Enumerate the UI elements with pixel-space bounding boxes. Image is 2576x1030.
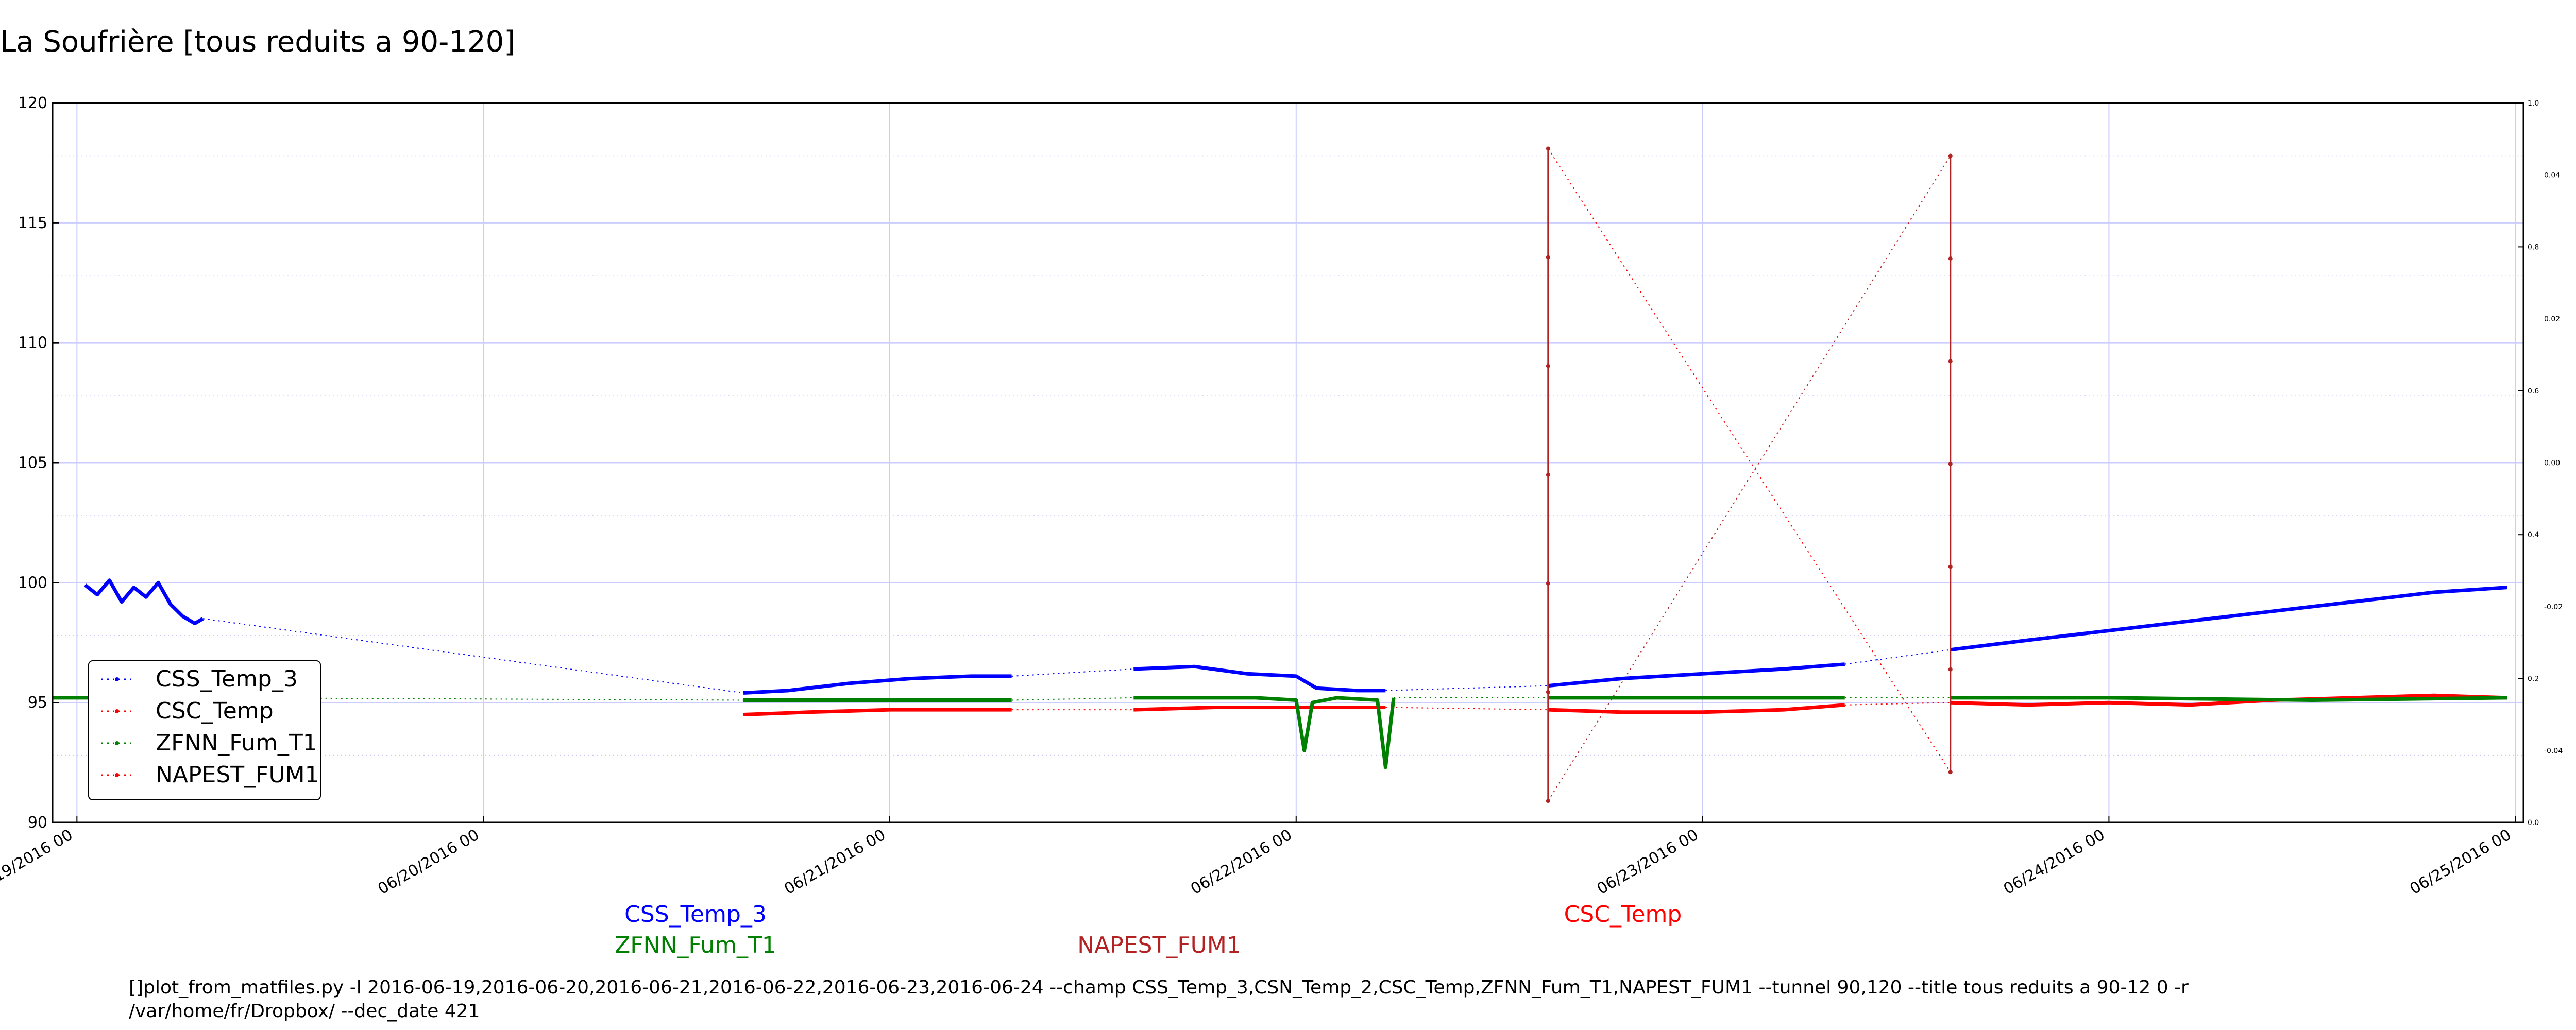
series-point — [1546, 364, 1550, 368]
legend-marker — [115, 677, 119, 681]
series-point — [1546, 146, 1550, 151]
x-tick-label: 06/24/2016 00 — [2001, 826, 2108, 899]
right-tick-label: 0.4 — [2528, 531, 2539, 539]
series-line-css-temp-3 — [1133, 664, 1386, 693]
gap-connector — [207, 697, 743, 701]
right-tick-label: 0.8 — [2528, 243, 2539, 251]
series-point — [1546, 690, 1550, 694]
series-point — [1546, 255, 1550, 260]
y-axis: 90 95 100 105 110 115 120 — [18, 94, 59, 832]
series-line-css-temp-3 — [83, 578, 204, 625]
series-labels: CSS_Temp_3 CSC_Temp ZFNN_Fum_T1 NAPEST_FUM1 — [615, 901, 1682, 958]
gap-connector — [1844, 702, 1951, 706]
gap-connector — [202, 618, 744, 694]
y-tick-label: 115 — [18, 214, 47, 232]
right-tick-label: 1.0 — [2528, 99, 2539, 108]
series-line-csc-temp — [1548, 703, 1845, 714]
right-inner-tick-label: 0.02 — [2544, 315, 2560, 323]
right-axis: 0.0 0.2 0.4 0.6 0.8 1.0 -0.04 -0.02 0.00 0.02 0.04 — [2518, 99, 2563, 827]
series-line-css-temp-3 — [1950, 586, 2507, 652]
grid — [53, 102, 2523, 823]
right-tick-label: 0.6 — [2528, 387, 2539, 396]
series-line-zfnn-fum-t1 — [1133, 696, 1396, 769]
series-name-label: NAPEST_FUM1 — [1077, 932, 1241, 958]
series-point — [1948, 770, 1953, 775]
x-tick-label: 06/20/2016 00 — [375, 826, 483, 899]
y-tick-label: 95 — [28, 694, 47, 712]
series-point — [1948, 359, 1953, 364]
gap-connectors — [202, 148, 1951, 801]
series-point — [1546, 581, 1550, 586]
gap-connector — [1385, 707, 1548, 711]
gap-connector — [1548, 148, 1951, 772]
series-line-csc-temp — [743, 708, 1012, 716]
gap-connector — [1385, 685, 1548, 691]
series-layer — [53, 146, 2507, 803]
right-inner-tick-label: 0.00 — [2544, 459, 2560, 468]
series-line-css-temp-3 — [1548, 662, 1845, 688]
gap-connector — [1011, 697, 1134, 701]
series-name-label: CSC_Temp — [1564, 901, 1682, 928]
y-tick-label: 110 — [18, 334, 47, 352]
right-tick-label: 0.2 — [2528, 675, 2539, 683]
right-inner-tick-label: 0.04 — [2544, 171, 2560, 180]
x-axis: 06/19/2016 00 06/20/2016 00 06/21/2016 00 0… — [0, 816, 2516, 899]
legend-label: CSS_Temp_3 — [156, 666, 298, 692]
legend-box — [88, 660, 321, 800]
x-tick-label: 06/21/2016 00 — [781, 826, 889, 899]
series-name-label: ZFNN_Fum_T1 — [615, 932, 776, 958]
legend-label: ZFNN_Fum_T1 — [156, 730, 317, 756]
series-point — [1948, 667, 1953, 672]
y-tick-label: 100 — [18, 574, 47, 592]
series-point — [1948, 461, 1953, 466]
legend-marker — [115, 773, 119, 777]
series-point — [1948, 564, 1953, 569]
legend-marker — [115, 709, 119, 713]
x-tick-label: 06/19/2016 00 — [0, 826, 76, 899]
legend-label: CSC_Temp — [156, 698, 274, 724]
legend-label: NAPEST_FUM1 — [156, 762, 319, 788]
series-point — [1546, 799, 1550, 803]
series-line-csc-temp — [1950, 693, 2507, 707]
y-tick-label: 90 — [28, 814, 47, 832]
y-tick-label: 120 — [18, 94, 47, 112]
series-line-zfnn-fum-t1 — [1950, 696, 2507, 702]
right-inner-tick-label: -0.02 — [2544, 603, 2563, 611]
series-point — [1948, 153, 1953, 158]
series-line-css-temp-3 — [743, 674, 1012, 695]
legend-marker — [115, 741, 119, 745]
chart-title: La Soufrière [tous reduits a 90-120] — [0, 25, 515, 59]
series-name-label: CSS_Temp_3 — [624, 901, 767, 928]
legend: CSS_Temp_3 CSC_Temp ZFNN_Fum_T1 NAPEST_FUM1 — [88, 660, 321, 800]
series-line-csc-temp — [1133, 706, 1386, 712]
series-point — [1948, 256, 1953, 261]
x-tick-label: 06/23/2016 00 — [1594, 826, 1702, 899]
gap-connector — [1844, 649, 1951, 665]
gap-connector — [1547, 155, 1951, 801]
right-tick-label: 0.0 — [2528, 819, 2539, 827]
series-point — [1546, 472, 1550, 477]
right-inner-tick-label: -0.04 — [2544, 747, 2563, 755]
y-tick-label: 105 — [18, 454, 47, 472]
command-line-text: []plot_from_matfiles.py -l 2016-06-19,20… — [129, 977, 2189, 1022]
gap-connector — [1011, 668, 1134, 677]
x-tick-label: 06/25/2016 00 — [2407, 826, 2515, 899]
x-tick-label: 06/22/2016 00 — [1188, 826, 1295, 899]
